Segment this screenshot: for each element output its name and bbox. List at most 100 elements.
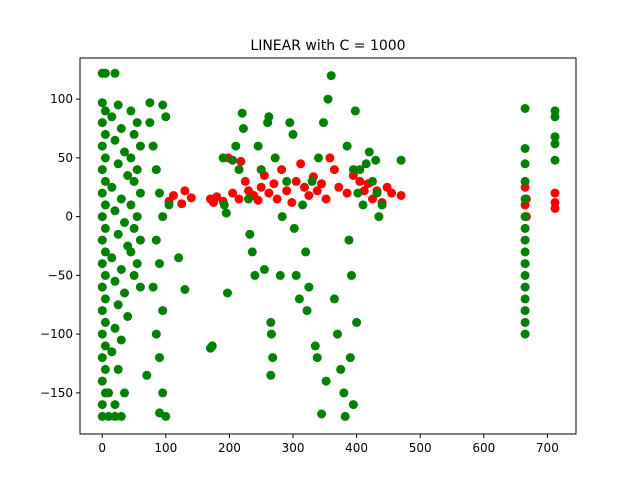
- data-point-green-185: [550, 132, 560, 142]
- data-point-green-102: [221, 208, 231, 218]
- data-point-green-179: [520, 294, 530, 304]
- data-point-green-171: [520, 194, 530, 204]
- data-point-green-9: [97, 165, 107, 175]
- data-point-red-11: [234, 194, 244, 204]
- data-point-green-159: [361, 159, 371, 169]
- data-point-green-23: [97, 329, 107, 339]
- y-tick-label-3: 0: [65, 210, 73, 224]
- x-tick-label-0: 0: [98, 441, 106, 455]
- data-point-green-49: [120, 288, 129, 298]
- data-point-green-92: [158, 100, 168, 110]
- data-point-green-134: [307, 176, 317, 186]
- data-point-green-79: [151, 165, 161, 175]
- data-point-green-176: [520, 259, 530, 269]
- data-point-green-187: [550, 155, 560, 165]
- data-point-green-163: [372, 188, 382, 198]
- data-point-green-104: [231, 141, 241, 151]
- data-point-green-161: [368, 176, 377, 186]
- data-point-green-13: [97, 212, 107, 222]
- y-tick-label-5: 100: [50, 92, 73, 106]
- data-point-green-139: [319, 118, 328, 128]
- data-point-green-35: [116, 124, 126, 133]
- x-tick-label-6: 600: [472, 441, 495, 455]
- data-point-green-86: [151, 329, 161, 339]
- data-point-green-60: [126, 106, 136, 116]
- plot-marks: [97, 68, 560, 421]
- data-point-green-63: [135, 141, 145, 151]
- data-point-green-107: [238, 124, 248, 133]
- data-point-green-88: [158, 388, 168, 398]
- data-point-green-100: [218, 153, 228, 163]
- data-point-green-143: [329, 294, 339, 304]
- data-point-green-75: [135, 282, 145, 292]
- data-point-green-121: [270, 153, 280, 163]
- data-point-green-168: [520, 144, 530, 153]
- data-point-red-1: [169, 191, 178, 200]
- data-point-green-4: [100, 106, 110, 116]
- data-point-green-93: [161, 112, 171, 122]
- data-point-green-98: [207, 341, 217, 351]
- data-point-green-17: [97, 259, 107, 269]
- data-point-green-145: [336, 364, 346, 374]
- data-point-green-126: [288, 129, 298, 139]
- data-point-green-137: [314, 153, 323, 163]
- data-point-green-8: [100, 153, 110, 163]
- data-point-green-25: [97, 353, 107, 363]
- data-point-green-178: [520, 282, 530, 292]
- data-point-green-141: [323, 94, 333, 104]
- data-point-red-36: [342, 188, 352, 198]
- data-point-green-113: [256, 165, 266, 175]
- data-point-green-119: [268, 353, 278, 363]
- data-point-green-91: [145, 98, 155, 108]
- data-point-green-101: [219, 200, 229, 210]
- data-point-green-47: [116, 265, 126, 274]
- data-point-green-22: [100, 317, 110, 327]
- data-point-green-3: [97, 98, 107, 108]
- data-point-green-2: [110, 68, 120, 78]
- data-point-green-82: [151, 235, 161, 245]
- data-point-green-142: [326, 71, 336, 81]
- data-point-red-16: [253, 195, 263, 205]
- data-point-red-34: [329, 165, 339, 175]
- data-point-green-186: [550, 139, 560, 149]
- data-point-green-90: [161, 411, 171, 421]
- y-tick-label-0: −150: [40, 386, 73, 400]
- data-point-green-84: [148, 282, 158, 292]
- data-point-green-53: [116, 335, 126, 345]
- data-point-red-30: [312, 186, 322, 196]
- data-point-red-27: [300, 182, 309, 192]
- data-point-green-70: [129, 223, 139, 233]
- data-point-green-27: [97, 376, 107, 386]
- data-point-green-78: [148, 141, 158, 151]
- data-point-green-170: [520, 176, 530, 186]
- data-point-red-22: [277, 165, 287, 175]
- data-point-green-106: [237, 108, 247, 118]
- data-point-green-123: [277, 212, 287, 222]
- data-point-green-32: [110, 411, 120, 421]
- y-axis: −150 −100 −50 0 50 100: [40, 92, 80, 400]
- data-point-green-160: [364, 147, 374, 157]
- x-tick-label-3: 300: [282, 441, 305, 455]
- data-point-green-99: [223, 288, 232, 298]
- data-point-green-77: [145, 118, 155, 128]
- data-point-green-131: [301, 247, 311, 257]
- data-point-green-125: [285, 118, 295, 128]
- data-point-red-26: [296, 159, 306, 169]
- chart-title: LINEAR with C = 1000: [250, 38, 405, 54]
- data-point-green-149: [344, 235, 354, 245]
- data-point-red-53: [550, 203, 560, 213]
- data-point-green-152: [350, 106, 360, 116]
- data-point-green-109: [245, 229, 255, 239]
- data-point-green-30: [97, 411, 107, 421]
- data-point-green-118: [266, 329, 276, 339]
- data-point-red-7: [212, 192, 222, 202]
- data-point-green-156: [345, 353, 355, 363]
- data-point-green-120: [266, 370, 276, 380]
- data-point-green-40: [107, 182, 117, 192]
- data-point-green-96: [180, 285, 190, 294]
- data-point-green-132: [302, 306, 312, 316]
- data-point-green-112: [253, 141, 263, 151]
- data-point-green-133: [304, 282, 314, 292]
- data-point-green-116: [264, 112, 274, 122]
- data-point-red-31: [317, 179, 327, 189]
